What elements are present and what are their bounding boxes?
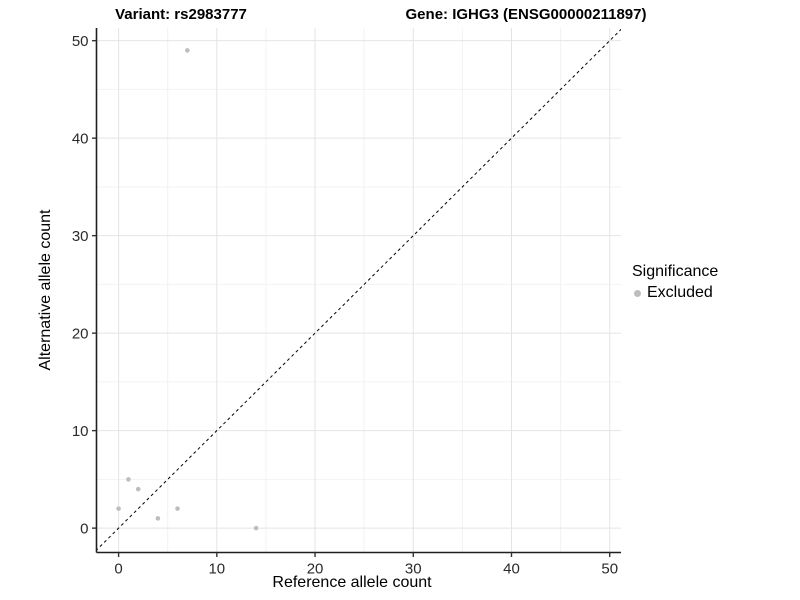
data-point: [155, 516, 161, 521]
y-tick-label: 50: [72, 33, 89, 50]
legend-title: Significance: [632, 263, 719, 280]
plot-title-gene: Gene: IGHG3 (ENSG00000211897): [405, 6, 647, 23]
x-tick-label: 10: [208, 561, 225, 578]
identity-line: [96, 28, 621, 551]
legend: Significance Excluded: [632, 263, 718, 302]
y-tick-label: 30: [72, 228, 89, 245]
legend-item-excluded: Excluded: [632, 284, 718, 302]
data-point: [135, 486, 141, 492]
y-tick-label: 10: [72, 423, 89, 440]
x-tick-label: 30: [405, 561, 422, 578]
x-tick-label: 20: [307, 561, 324, 578]
data-point: [116, 506, 121, 511]
data-point: [126, 477, 131, 482]
data-point: [175, 506, 180, 511]
y-tick-label: 20: [72, 326, 89, 343]
legend-item-label: Excluded: [647, 284, 713, 301]
x-tick-label: 40: [503, 561, 520, 578]
data-point: [253, 525, 259, 531]
legend-point-marker-icon: [634, 289, 641, 297]
x-tick-label: 0: [114, 561, 122, 578]
y-axis-label: Alternative allele count: [37, 209, 54, 371]
y-tick-label: 0: [80, 521, 88, 538]
plot-title-variant: Variant: rs2983777: [115, 6, 247, 23]
data-point: [185, 48, 190, 53]
x-axis-label: Reference allele count: [272, 574, 432, 591]
x-tick-label: 50: [601, 561, 618, 578]
y-tick-label: 40: [72, 131, 89, 148]
